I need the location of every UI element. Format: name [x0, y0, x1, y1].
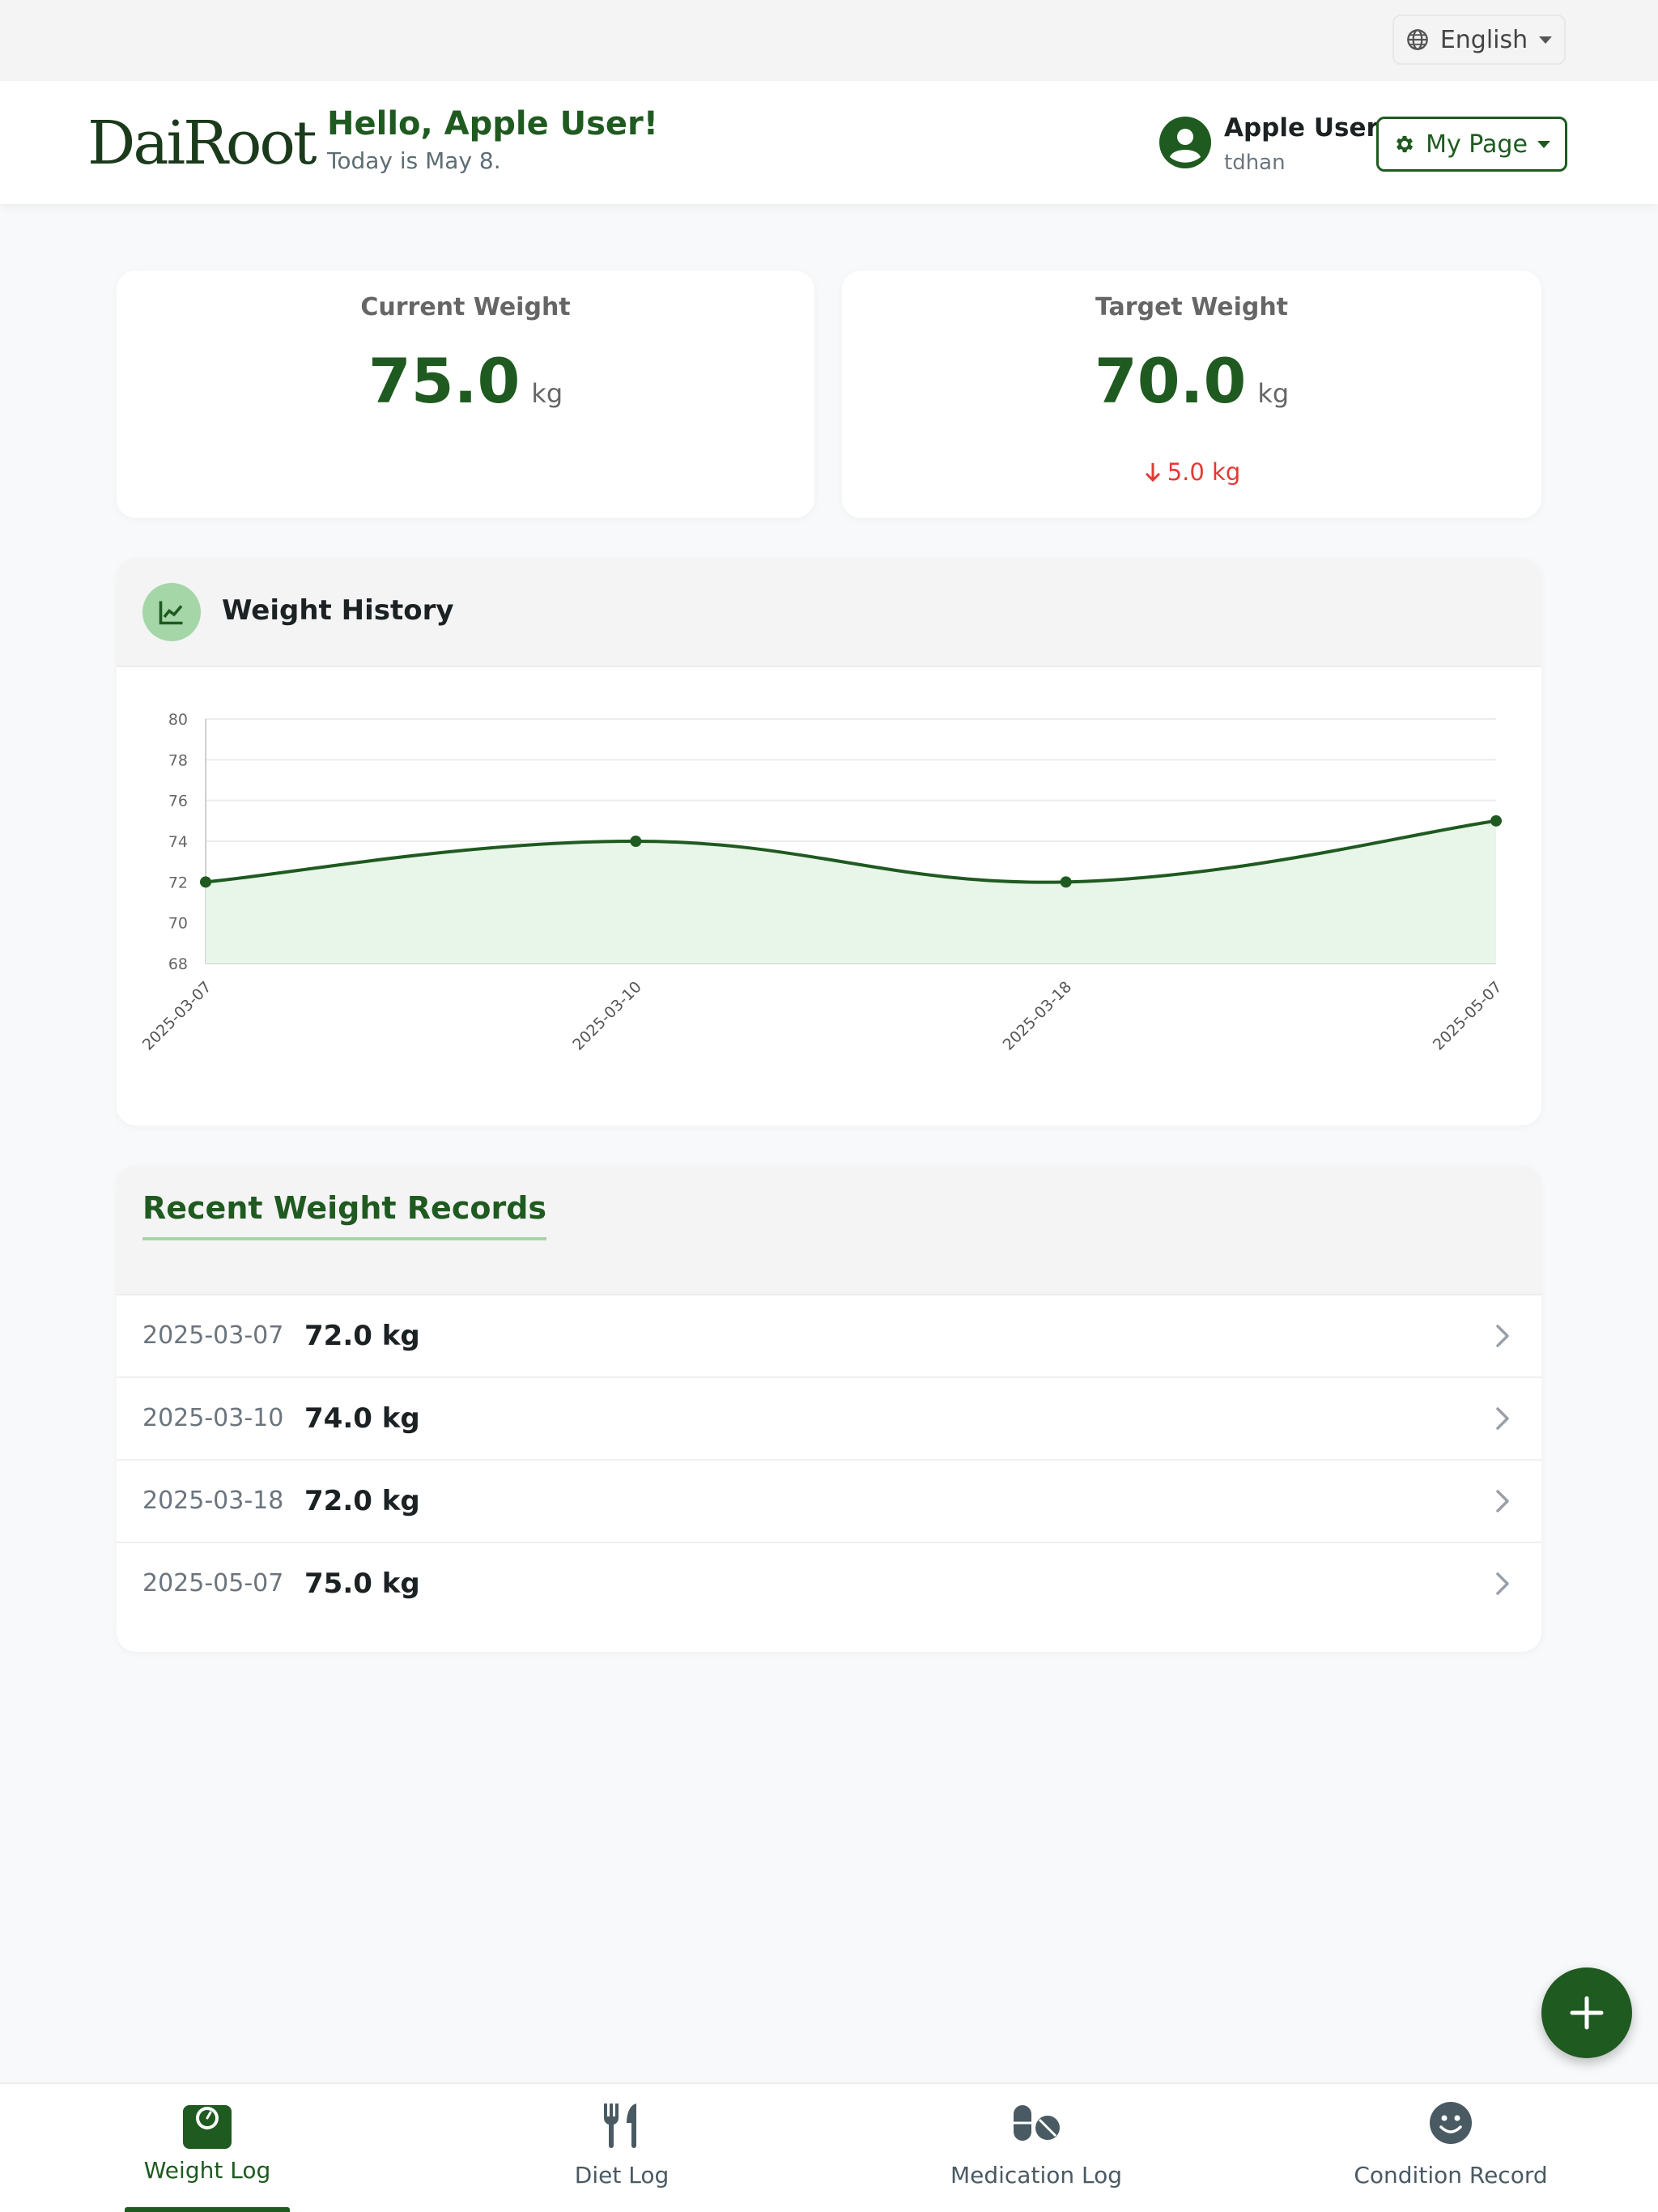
target-weight-card: Target Weight 70.0 kg 5.0 kg: [842, 270, 1541, 518]
recent-records-header: Recent Weight Records: [117, 1166, 1541, 1295]
record-value: 72.0 kg: [304, 1485, 420, 1517]
record-row[interactable]: 2025-03-18 72.0 kg: [117, 1461, 1541, 1543]
y-tick-label: 80: [168, 711, 188, 729]
nav-weight-log-label: Weight Log: [143, 2157, 271, 2184]
pills-icon: [1014, 2105, 1060, 2141]
y-tick-label: 70: [168, 915, 188, 933]
bottom-nav: Weight Log Diet Log Medication Log: [0, 2082, 1658, 2212]
y-tick-label: 68: [168, 955, 188, 973]
y-tick-label: 74: [168, 833, 188, 851]
target-weight-unit: kg: [1257, 378, 1290, 409]
chevron-right-icon: [1496, 1490, 1509, 1512]
target-weight-value: 70.0: [1094, 345, 1247, 417]
weight-history-title: Weight History: [222, 594, 454, 627]
record-row[interactable]: 2025-03-10 74.0 kg: [117, 1378, 1541, 1461]
nav-condition-record[interactable]: Condition Record: [1244, 2084, 1658, 2212]
current-weight-value-group: 75.0 kg: [117, 345, 814, 417]
record-row[interactable]: 2025-05-07 75.0 kg: [117, 1543, 1541, 1626]
scale-icon: [183, 2105, 232, 2149]
current-weight-value: 75.0: [368, 345, 521, 417]
current-weight-label: Current Weight: [360, 293, 571, 321]
add-record-button[interactable]: [1541, 1967, 1632, 2058]
recent-records-title: Recent Weight Records: [142, 1190, 547, 1240]
nav-condition-record-label: Condition Record: [1354, 2162, 1548, 2189]
nav-weight-log[interactable]: Weight Log: [0, 2084, 414, 2212]
target-weight-label: Target Weight: [1095, 293, 1289, 321]
language-bar: English: [0, 0, 1658, 81]
chevron-right-icon: [1496, 1572, 1509, 1595]
user-handle: tdhan: [1224, 151, 1286, 175]
x-tick-label: 2025-03-10: [569, 978, 645, 1054]
x-tick-label: 2025-03-18: [1000, 978, 1076, 1054]
chevron-right-icon: [1496, 1407, 1509, 1430]
data-point: [630, 836, 642, 847]
nav-medication-log[interactable]: Medication Log: [829, 2084, 1244, 2212]
series-line: [205, 819, 1497, 884]
weight-history-card: Weight History 68 70 72 74 76 78 80 2025-03-07 2…: [117, 559, 1541, 1125]
nav-diet-log-label: Diet Log: [574, 2162, 670, 2189]
record-row[interactable]: 2025-03-07 72.0 kg: [117, 1295, 1541, 1378]
current-weight-unit: kg: [531, 378, 563, 409]
target-weight-value-group: 70.0 kg: [842, 345, 1541, 417]
weight-history-chart: 68 70 72 74 76 78 80 2025-03-07 2025-03-10 2025-0…: [139, 711, 1506, 1054]
app-header: DaiRoot Hello, Apple User! Today is May …: [0, 81, 1658, 204]
language-label: English: [1439, 25, 1528, 54]
recent-records-card: Recent Weight Records 2025-03-07 72.0 kg 2…: [117, 1166, 1541, 1652]
user-name: Apple User: [1224, 113, 1379, 143]
x-tick-label: 2025-03-07: [139, 978, 215, 1054]
arrow-down-icon: [1145, 463, 1160, 483]
chevron-right-icon: [1496, 1325, 1509, 1347]
language-selector[interactable]: English: [1392, 15, 1566, 65]
y-tick-label: 72: [168, 874, 188, 891]
nav-diet-log[interactable]: Diet Log: [414, 2084, 829, 2212]
record-date: 2025-03-07: [142, 1321, 284, 1350]
greeting-title: Hello, Apple User!: [327, 105, 659, 143]
brand-logo[interactable]: DaiRoot: [87, 108, 317, 178]
record-date: 2025-05-07: [142, 1569, 284, 1597]
chevron-down-icon: [1537, 140, 1550, 148]
greeting-subtitle: Today is May 8.: [327, 147, 501, 174]
weight-difference: 5.0 kg: [842, 458, 1541, 486]
utensils-icon: [603, 2104, 636, 2148]
globe-icon: [1406, 29, 1428, 50]
series-area: [206, 820, 1496, 963]
record-value: 72.0 kg: [304, 1320, 420, 1352]
plus-icon: [1570, 1996, 1604, 2030]
weight-difference-value: 5.0 kg: [1167, 458, 1241, 486]
data-point: [1490, 815, 1502, 827]
weight-history-header: Weight History: [117, 559, 1541, 667]
active-tab-indicator: [125, 2207, 290, 2212]
smile-icon: [1430, 2102, 1472, 2144]
y-tick-label: 76: [168, 793, 188, 810]
my-page-label: My Page: [1426, 130, 1528, 159]
current-weight-card: Current Weight 75.0 kg: [117, 270, 814, 518]
my-page-button[interactable]: My Page: [1376, 117, 1567, 172]
x-tick-label: 2025-05-07: [1430, 978, 1506, 1054]
record-date: 2025-03-18: [142, 1487, 284, 1515]
data-point: [200, 876, 211, 888]
record-value: 75.0 kg: [304, 1568, 420, 1600]
line-chart-icon: [142, 583, 201, 641]
chevron-down-icon: [1539, 36, 1553, 44]
y-tick-label: 78: [168, 751, 188, 769]
user-circle-icon: [1159, 117, 1211, 168]
record-value: 74.0 kg: [304, 1402, 420, 1435]
data-point: [1060, 876, 1072, 888]
nav-medication-log-label: Medication Log: [950, 2162, 1123, 2189]
record-date: 2025-03-10: [142, 1404, 284, 1432]
gear-icon: [1397, 135, 1414, 153]
